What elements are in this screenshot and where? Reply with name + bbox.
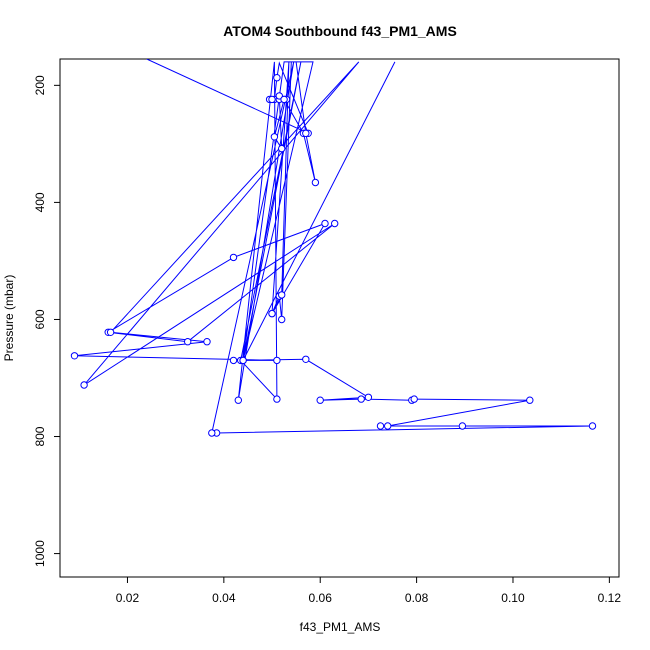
data-point [208, 429, 216, 437]
data-point [203, 338, 211, 346]
y-tick-label: 800 [33, 426, 47, 446]
data-point [80, 381, 88, 389]
y-tick-label: 400 [33, 192, 47, 212]
data-points [70, 74, 597, 437]
y-axis-label: Pressure (mbar) [2, 275, 16, 362]
series-path [74, 59, 593, 434]
data-point [184, 338, 192, 346]
data-point [384, 422, 392, 430]
x-axis-label: f43_PM1_AMS [300, 620, 381, 634]
data-point [70, 352, 79, 360]
series-line [74, 59, 593, 434]
data-point [278, 291, 286, 299]
data-point [268, 309, 276, 318]
x-tick-label: 0.10 [501, 591, 525, 605]
data-point [278, 144, 286, 153]
data-point [229, 356, 238, 365]
data-point [234, 396, 243, 404]
plot-box [59, 58, 620, 578]
data-point [270, 133, 279, 141]
data-point [106, 328, 115, 336]
data-point [280, 95, 288, 104]
data-point [302, 129, 310, 138]
data-point [526, 396, 534, 404]
data-point [273, 395, 281, 403]
data-point [316, 396, 324, 404]
x-tick-label: 0.02 [116, 591, 140, 605]
y-tick-label: 600 [33, 309, 47, 329]
x-tick-label: 0.04 [212, 591, 236, 605]
data-point [321, 219, 329, 228]
y-tick-label: 200 [33, 75, 47, 95]
data-point [273, 74, 281, 82]
y-tick-label: 1000 [33, 540, 47, 567]
x-tick-label: 0.08 [405, 591, 429, 605]
data-point [268, 95, 276, 104]
x-axis: 0.02 0.04 0.06 0.08 0.10 0.12 [116, 577, 622, 605]
data-point [364, 393, 373, 401]
x-tick-label: 0.12 [598, 591, 622, 605]
data-point [458, 422, 467, 430]
data-point [302, 355, 310, 363]
y-axis: 200 400 600 800 1000 [33, 75, 60, 567]
data-point [331, 219, 339, 228]
data-point [239, 356, 247, 365]
data-point [376, 422, 385, 430]
data-point [357, 395, 365, 403]
data-point [311, 178, 320, 187]
data-point [278, 315, 286, 324]
data-point [229, 253, 238, 262]
data-point [410, 395, 418, 403]
chart-title: ATOM4 Southbound f43_PM1_AMS [223, 23, 457, 39]
x-tick-label: 0.06 [309, 591, 333, 605]
data-point [275, 92, 283, 100]
data-point [588, 422, 597, 430]
data-point [273, 356, 281, 365]
